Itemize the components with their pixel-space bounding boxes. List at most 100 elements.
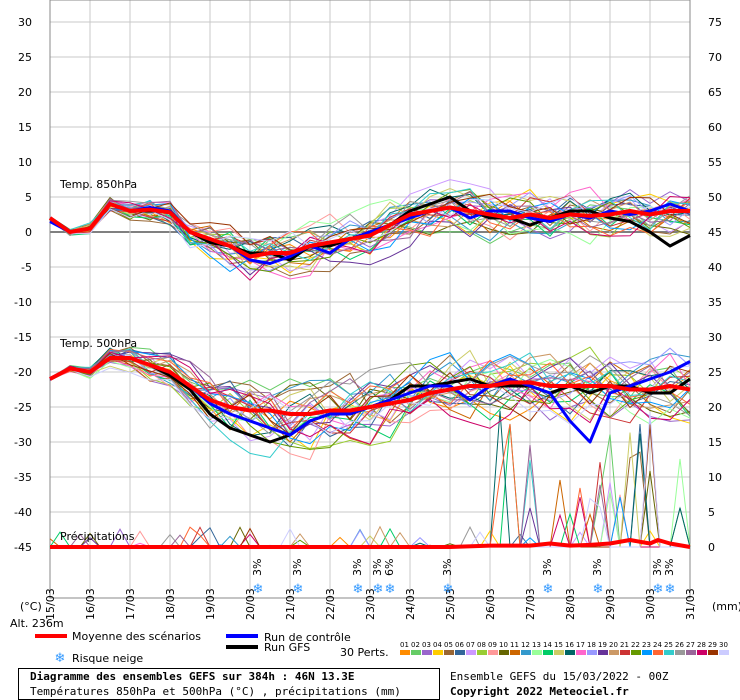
right-unit-label: (mm) <box>712 600 740 613</box>
perturbation-line <box>49 350 691 435</box>
y-tick-left: -35 <box>14 471 32 484</box>
y-tick-right: 50 <box>708 191 722 204</box>
snow-risk-pct: 3% <box>291 559 304 576</box>
perturbation-swatch <box>400 650 410 655</box>
perturbation-number: 16 <box>565 641 574 649</box>
perturbation-line <box>49 191 691 256</box>
perturbation-number: 24 <box>653 641 662 649</box>
t500-panel-label: Temp. 500hPa <box>59 337 137 350</box>
y-tick-right: 30 <box>708 331 722 344</box>
perturbation-swatch <box>719 650 729 655</box>
legend-gfs-label: Run GFS <box>264 641 311 654</box>
y-tick-left: 30 <box>18 16 32 29</box>
x-tick-label: 21/03 <box>284 588 297 620</box>
main-series-lines <box>48 195 691 549</box>
y-tick-right: 20 <box>708 401 722 414</box>
x-axis-ticks: 15/03 16/03 17/03 18/03 19/03 20/03 21/03 22/03… <box>44 588 697 620</box>
perturbation-number: 17 <box>576 641 585 649</box>
snowflake-icon: ❄ <box>665 582 676 597</box>
perturbation-swatch <box>466 650 476 655</box>
perturbation-number: 11 <box>510 641 519 649</box>
perturbation-swatch <box>488 650 498 655</box>
perturbation-line <box>49 193 691 251</box>
perturbation-number: 18 <box>587 641 596 649</box>
perturbation-swatch <box>521 650 531 655</box>
legend-perts-label: 30 Perts. <box>340 646 389 659</box>
perturbation-swatch <box>433 650 443 655</box>
snow-risk-pct: 3% <box>663 559 676 576</box>
y-tick-left: -25 <box>14 401 32 414</box>
y-tick-left: -45 <box>14 541 32 554</box>
chart-subtitle: Températures 850hPa et 500hPa (°C) , pré… <box>30 685 401 698</box>
perturbation-number: 02 <box>411 641 420 649</box>
x-tick-label: 24/03 <box>404 588 417 620</box>
perturbation-line <box>49 352 691 435</box>
perturbation-number: 01 <box>400 641 409 649</box>
perturbation-number: 26 <box>675 641 684 649</box>
perturbation-swatch <box>576 650 586 655</box>
y-tick-right: 15 <box>708 436 722 449</box>
perturbation-swatch <box>543 650 553 655</box>
y-tick-right: 55 <box>708 156 722 169</box>
y-tick-left: 20 <box>18 86 32 99</box>
y-tick-left: -20 <box>14 366 32 379</box>
x-tick-label: 22/03 <box>324 588 337 620</box>
perturbation-number: 07 <box>466 641 475 649</box>
perturbation-number: 15 <box>554 641 563 649</box>
y-tick-left: -5 <box>21 261 32 274</box>
snow-risk-pct: 3% <box>371 559 384 576</box>
snowflake-icon: ❄ <box>593 582 604 597</box>
title-box <box>18 668 440 700</box>
perturbation-number: 28 <box>697 641 706 649</box>
chart-title: Diagramme des ensembles GEFS sur 384h : … <box>30 670 355 683</box>
perturbation-number: 14 <box>543 641 552 649</box>
snowflake-icon: ❄ <box>653 582 664 597</box>
legend-snowflake-icon: ❄ <box>55 651 66 666</box>
snow-risk-markers: 3%❄3%❄3%❄3%❄6%❄3%❄3%❄3%❄3%❄3%❄ <box>251 559 676 597</box>
snow-risk-pct: 3% <box>651 559 664 576</box>
perturbation-swatch <box>620 650 630 655</box>
y-tick-left: 10 <box>18 156 32 169</box>
series-precip-mean <box>50 538 691 549</box>
perturbation-swatch <box>598 650 608 655</box>
x-tick-label: 27/03 <box>524 588 537 620</box>
perturbation-line <box>49 356 691 450</box>
y-tick-left: -15 <box>14 331 32 344</box>
y-tick-left: -10 <box>14 296 32 309</box>
perturbation-swatch <box>697 650 707 655</box>
perturbation-number: 04 <box>433 641 442 649</box>
perturbation-number: 19 <box>598 641 607 649</box>
y-tick-right: 5 <box>708 506 715 519</box>
y-tick-right: 35 <box>708 296 722 309</box>
snow-risk-pct: 3% <box>251 559 264 576</box>
perturbation-line <box>49 351 691 436</box>
perturbation-swatch <box>554 650 564 655</box>
x-tick-label: 20/03 <box>244 588 257 620</box>
precip-panel-label: Précipitations <box>60 530 135 543</box>
perturbation-swatch <box>708 650 718 655</box>
y-tick-right: 75 <box>708 16 722 29</box>
perturbation-number: 30 <box>719 641 728 649</box>
perturbation-line <box>49 351 691 445</box>
perturbation-swatch <box>477 650 487 655</box>
legend-snow-label: Risque neige <box>72 652 144 665</box>
perturbation-swatch <box>444 650 454 655</box>
copyright: Copyright 2022 Meteociel.fr <box>450 685 629 698</box>
perturbation-line <box>49 361 691 434</box>
snow-risk-pct: 3% <box>351 559 364 576</box>
series-850hPa-mean <box>48 202 690 259</box>
perturbation-swatch <box>455 650 465 655</box>
perturbation-number: 29 <box>708 641 717 649</box>
perturbation-number: 05 <box>444 641 453 649</box>
perturbation-swatch <box>510 650 520 655</box>
perturbation-swatch <box>587 650 597 655</box>
x-tick-label: 17/03 <box>124 588 137 620</box>
perturbation-number: 09 <box>488 641 497 649</box>
snowflake-icon: ❄ <box>373 582 384 597</box>
x-tick-label: 28/03 <box>564 588 577 620</box>
x-tick-label: 16/03 <box>84 588 97 620</box>
snow-risk-pct: 6% <box>383 559 396 576</box>
perturbation-line <box>49 365 691 435</box>
